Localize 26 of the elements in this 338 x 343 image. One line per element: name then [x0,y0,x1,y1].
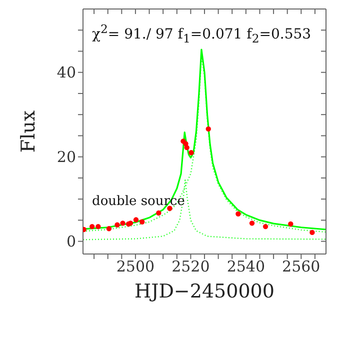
point [133,217,139,222]
point [188,150,194,156]
point [288,221,294,227]
point [106,226,112,232]
x-tick-label: 2500 [116,258,155,276]
y-tick-label: 20 [56,148,76,166]
point [96,224,101,230]
point [236,211,241,216]
point [139,219,145,224]
point [114,222,120,228]
point [90,224,95,230]
y-axis-title: Flux [18,110,40,153]
x-tick-label: 2560 [282,258,320,276]
point [156,210,162,216]
point [206,126,211,132]
point [184,144,190,150]
point [310,230,315,236]
point [262,224,268,230]
point [249,220,255,226]
x-tick-label: 2540 [226,258,266,276]
y-tick-label: 40 [56,64,76,82]
x-tick-label: 2520 [172,258,210,276]
x-axis-title: HJD−2450000 [134,280,274,302]
point [120,220,126,226]
y-tick-label: 0 [66,232,76,251]
annotation: χ$^{2}$= 91./ 97 f$_{1}$=0.071 f$_{2}$=0.553 [92,22,312,46]
